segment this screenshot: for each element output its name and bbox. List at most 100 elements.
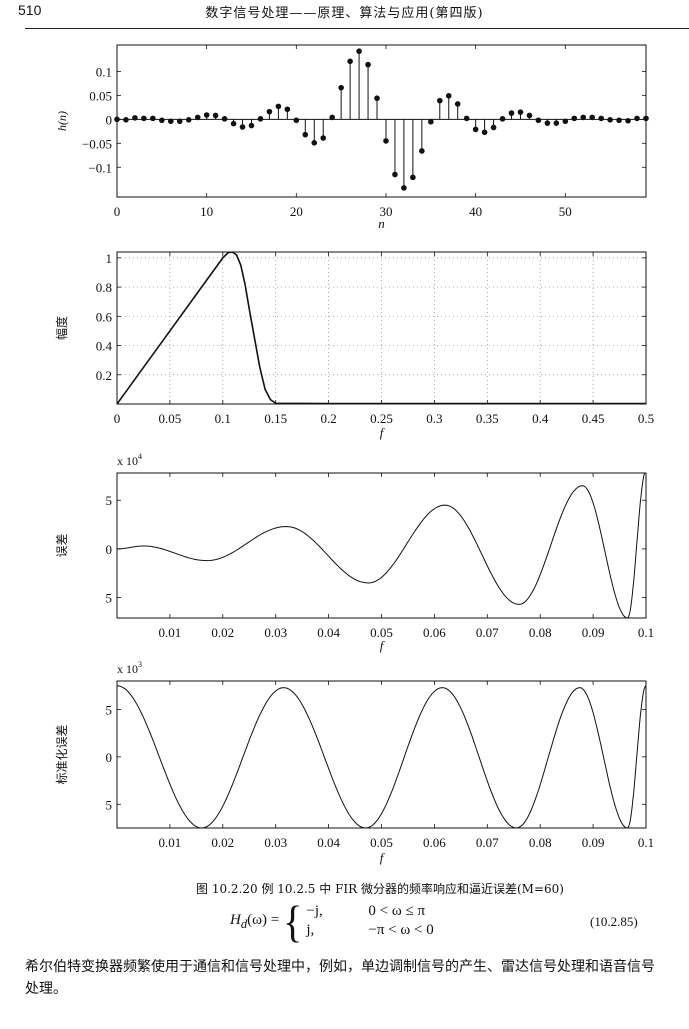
stem-marker — [194, 114, 201, 121]
stem-marker — [159, 117, 165, 124]
stem-marker — [248, 122, 255, 129]
stem-marker — [203, 112, 210, 118]
equation-lhs: Hd(ω) = — [230, 912, 280, 931]
stem-marker — [454, 101, 461, 107]
x-tick-label: 0.04 — [317, 835, 340, 850]
x-tick-label: 0.09 — [582, 835, 605, 850]
x-axis-label: f — [380, 425, 386, 440]
y-tick-label: 5 — [106, 797, 113, 812]
plot-frame — [116, 472, 647, 619]
x-tick-label: 40 — [469, 204, 482, 219]
x-tick-label: 0.08 — [529, 625, 552, 640]
running-title: 数字信号处理——原理、算法与应用(第四版) — [205, 6, 484, 21]
stem-marker — [374, 95, 380, 102]
x-tick-label: 0 — [114, 411, 121, 426]
stem-marker — [517, 109, 524, 115]
stem-marker — [383, 138, 389, 144]
y-axis-label: 幅度 — [54, 316, 69, 340]
stem-marker — [257, 116, 264, 122]
stem-marker — [347, 58, 353, 65]
x-tick-label: 0.03 — [264, 835, 287, 850]
x-tick-label: 30 — [379, 204, 392, 219]
x-tick-label: 0.04 — [317, 625, 340, 640]
stem-marker — [221, 116, 228, 122]
x-tick-label: 0.02 — [211, 625, 234, 640]
x-tick-label: 0.02 — [211, 835, 234, 850]
stem-marker — [275, 103, 282, 110]
x-tick-label: 0.08 — [529, 835, 552, 850]
equation-case-2: j, −π < ω < 0 — [306, 922, 434, 938]
stem-marker — [356, 48, 362, 55]
stem-marker — [634, 115, 640, 122]
y-tick-label: 5 — [106, 702, 113, 717]
stem-marker — [239, 124, 246, 130]
x-tick-label: 10 — [200, 204, 213, 219]
y-tick-label: 0 — [106, 750, 113, 765]
chart-3: 0.01 0.02 0.03 0.04 0.05 0.06 0.07 0.08 0.09 0.1 5… — [55, 452, 654, 653]
y-tick-label: 0 — [106, 542, 113, 557]
stem-marker — [401, 185, 407, 191]
stem-marker — [302, 131, 309, 138]
stem-marker — [436, 97, 443, 104]
x-tick-label: 0.06 — [423, 625, 446, 640]
figure: 0 10 20 30 40 500.10.050−0.05−0.1nh(n)0 0.05 0.… — [54, 44, 654, 865]
stem-marker — [132, 115, 138, 121]
x-tick-label: 0.3 — [426, 411, 442, 426]
stem-marker — [428, 118, 434, 125]
stem-marker — [526, 112, 533, 119]
plot-frame — [116, 251, 647, 405]
y-tick-label: 5 — [106, 591, 113, 606]
stem-marker — [212, 112, 219, 119]
y-axis-label: 误差 — [55, 533, 69, 557]
chart-4: 0.01 0.02 0.03 0.04 0.05 0.06 0.07 0.08 0.09 0.1 5… — [55, 660, 654, 865]
x-tick-label: 0.4 — [532, 411, 549, 426]
plot-frame — [116, 44, 647, 198]
stem-marker — [490, 124, 497, 131]
stem-marker — [571, 115, 578, 122]
stem-marker — [508, 110, 515, 116]
page-number: 510 — [18, 2, 42, 18]
stem-marker — [598, 115, 604, 122]
x-axis-label: f — [380, 638, 386, 653]
y-tick-label: 0 — [106, 112, 113, 127]
y-scale-exponent: 3 — [138, 660, 142, 669]
stem-marker — [463, 115, 470, 122]
x-tick-label: 0.06 — [423, 835, 446, 850]
y-tick-label: −0.1 — [88, 160, 112, 175]
y-scale-base: x 10 — [117, 454, 138, 468]
stem-marker — [562, 118, 569, 125]
x-tick-label: 0.07 — [476, 835, 499, 850]
stem-marker — [616, 117, 622, 124]
x-tick-label: 0.05 — [370, 835, 393, 850]
y-scale-label: x 104 — [117, 452, 142, 468]
chart-1: 0 10 20 30 40 50 0.1 0.05 0 −0.05 −0.1 n h(n) — [55, 44, 649, 231]
y-scale-base: x 10 — [117, 662, 138, 676]
stem-marker — [580, 114, 587, 121]
stem-marker — [293, 117, 300, 124]
stem-marker — [553, 120, 560, 126]
x-tick-label: 0.25 — [370, 411, 393, 426]
y-tick-label: 0.1 — [96, 64, 112, 79]
chart-2: 0 0.05 0.1 0.15 0.2 0.25 0.3 0.35 0.4 0.45 0.5 1 0.8… — [54, 251, 654, 440]
x-tick-label: 0.5 — [638, 411, 654, 426]
y-tick-label: 0.4 — [96, 339, 113, 354]
x-tick-label: 0.2 — [320, 411, 336, 426]
x-tick-label: 0.01 — [159, 835, 182, 850]
equation-cases: −j, 0 < ω ≤ π j, −π < ω < 0 — [306, 903, 433, 941]
x-tick-label: 0.1 — [638, 835, 654, 850]
x-tick-label: 0.1 — [215, 411, 231, 426]
stem-marker — [445, 93, 452, 99]
stem-marker — [625, 117, 631, 124]
y-tick-label: 1 — [106, 251, 113, 266]
x-tick-label: 0.45 — [582, 411, 605, 426]
x-tick-label: 0.05 — [159, 411, 182, 426]
stem-marker — [410, 174, 416, 181]
x-tick-label: 0.15 — [264, 411, 287, 426]
x-tick-label: 0.35 — [476, 411, 499, 426]
y-tick-label: 5 — [106, 493, 113, 508]
stem-marker — [481, 129, 488, 136]
x-tick-label: 0.07 — [476, 625, 499, 640]
stem-marker — [472, 126, 479, 133]
x-tick-label: 0.09 — [582, 625, 605, 640]
x-axis-label: n — [378, 216, 385, 231]
